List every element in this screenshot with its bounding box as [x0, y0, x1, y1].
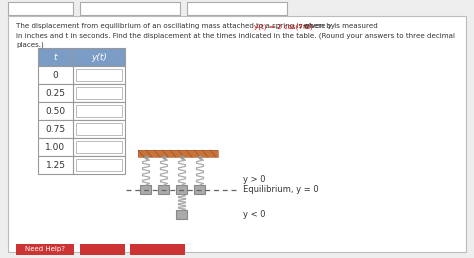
FancyBboxPatch shape — [187, 2, 287, 15]
Text: Equilibrium, y = 0: Equilibrium, y = 0 — [243, 185, 319, 194]
FancyBboxPatch shape — [76, 141, 122, 153]
FancyBboxPatch shape — [38, 156, 125, 174]
FancyBboxPatch shape — [38, 48, 125, 66]
Bar — [176, 210, 188, 219]
FancyBboxPatch shape — [38, 120, 125, 138]
FancyBboxPatch shape — [76, 87, 122, 99]
FancyBboxPatch shape — [8, 2, 73, 15]
Text: 0.75: 0.75 — [46, 125, 65, 133]
Text: 0.25: 0.25 — [46, 88, 65, 98]
Text: 1.25: 1.25 — [46, 160, 65, 170]
Text: y > 0: y > 0 — [243, 174, 265, 183]
Bar — [140, 185, 152, 194]
Text: Need Help?: Need Help? — [25, 246, 65, 253]
FancyBboxPatch shape — [80, 2, 180, 15]
Text: 0.50: 0.50 — [46, 107, 65, 116]
Bar — [130, 244, 185, 255]
Text: 0: 0 — [53, 70, 58, 79]
Bar — [138, 150, 218, 157]
Bar — [138, 150, 218, 157]
FancyBboxPatch shape — [76, 159, 122, 171]
Text: y(t): y(t) — [91, 52, 107, 61]
Bar — [80, 244, 125, 255]
Text: y < 0: y < 0 — [243, 210, 265, 219]
Text: y(t) = 2 cos(7πt): y(t) = 2 cos(7πt) — [255, 23, 313, 29]
Bar — [158, 185, 170, 194]
FancyBboxPatch shape — [38, 138, 125, 156]
FancyBboxPatch shape — [38, 102, 125, 120]
Bar — [176, 185, 188, 194]
FancyBboxPatch shape — [38, 66, 125, 84]
FancyBboxPatch shape — [76, 105, 122, 117]
Text: t: t — [54, 52, 57, 61]
Bar — [16, 244, 74, 255]
Text: in inches and t in seconds. Find the displacement at the times indicated in the : in inches and t in seconds. Find the dis… — [16, 33, 455, 39]
Text: 1.00: 1.00 — [46, 142, 65, 151]
Text: places.): places.) — [16, 42, 44, 49]
FancyBboxPatch shape — [38, 84, 125, 102]
Text: The displacement from equilibrium of an oscillating mass attached to a spring is: The displacement from equilibrium of an … — [16, 23, 339, 29]
FancyBboxPatch shape — [76, 69, 122, 81]
Text: where y is measured: where y is measured — [299, 23, 378, 29]
Bar — [194, 185, 206, 194]
FancyBboxPatch shape — [8, 16, 466, 252]
FancyBboxPatch shape — [76, 123, 122, 135]
